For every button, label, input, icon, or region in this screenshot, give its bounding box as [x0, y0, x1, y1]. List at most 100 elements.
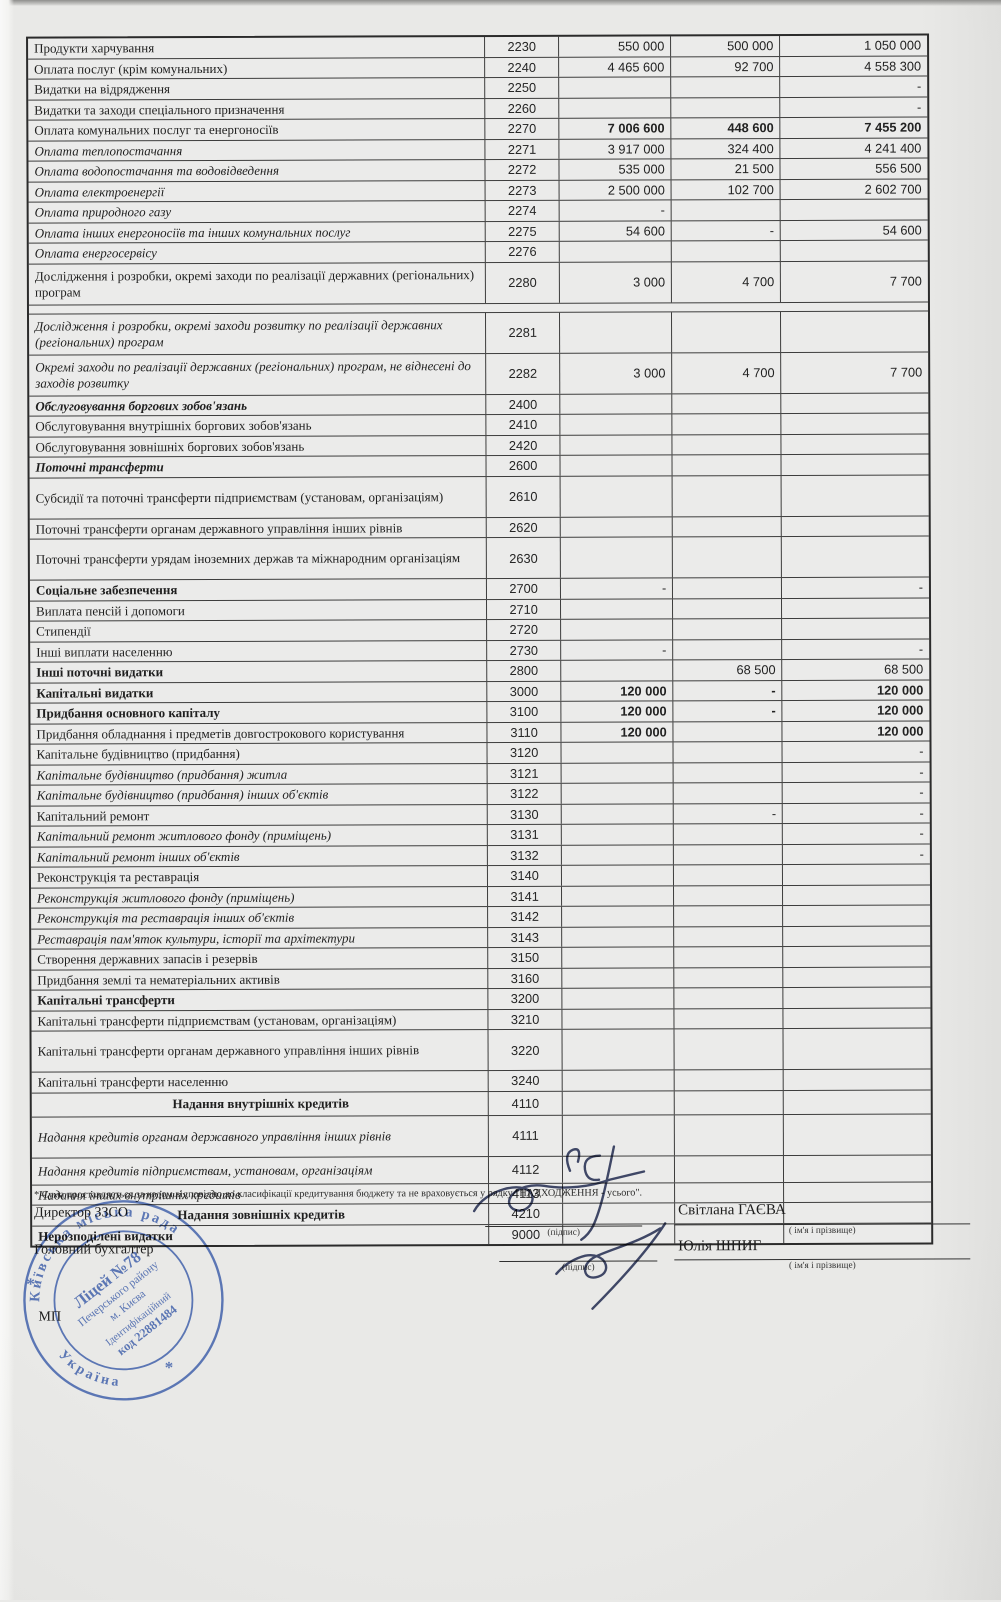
row-amount-total: 7 700	[890, 364, 923, 380]
row-amount-fund1: -	[561, 639, 674, 660]
row-amount-fund1: 120 000	[561, 680, 674, 701]
row-code: 2275	[485, 221, 560, 242]
row-amount-fund2	[673, 537, 783, 578]
row-amount-total: -	[918, 641, 924, 657]
row-code: 2274	[485, 200, 560, 221]
row-amount-total: -	[919, 846, 924, 862]
row-amount-fund1	[561, 537, 674, 578]
row-name: Капітальне будівництво (придбання)	[30, 743, 488, 765]
row-name: Поточні трансферти урядам іноземних держ…	[29, 538, 487, 580]
row-amount-total: -	[919, 743, 924, 759]
row-code: 2600	[486, 455, 561, 476]
row-amount-fund2: 4 700	[672, 261, 782, 302]
row-amount-fund1: 120 000	[561, 721, 674, 742]
row-name: Продукти харчування	[28, 37, 486, 59]
row-name: Оплата електроенергії	[28, 180, 486, 202]
row-amount-fund2	[672, 393, 782, 414]
row-code: 2280	[485, 262, 561, 303]
row-amount-fund1	[562, 844, 675, 865]
row-name: Капітальний ремонт	[30, 804, 488, 826]
row-code: 3150	[488, 947, 563, 968]
row-amount-total: -	[916, 99, 922, 115]
row-code: 2276	[485, 241, 561, 262]
row-name: Реконструкція та реставрація інших об'єк…	[31, 907, 489, 929]
row-name: Оплата природного газу	[28, 201, 486, 223]
row-amount-total: 4 241 400	[864, 140, 922, 156]
row-amount-fund1	[561, 762, 674, 783]
row-amount-total: -	[919, 784, 924, 800]
row-amount-fund1	[562, 906, 675, 927]
row-amount-fund2	[673, 619, 783, 639]
row-amount-fund1: 54 600	[559, 220, 672, 241]
row-code: 3143	[488, 927, 563, 948]
row-amount-fund2	[673, 639, 783, 660]
row-name: Капітальні видатки	[30, 681, 488, 703]
table-row: Надання внутрішніх кредитів 4110	[31, 1089, 931, 1118]
row-amount-fund2	[674, 988, 784, 1008]
row-name: Оплата комунальних послуг та енергоносії…	[28, 119, 486, 141]
row-name: Надання кредитів підприємствам, установа…	[31, 1156, 490, 1185]
row-amount-fund2: 102 700	[671, 179, 781, 200]
row-amount-fund1: 535 000	[559, 159, 672, 180]
row-amount-fund2	[674, 865, 784, 885]
row-name: Поточні трансферти	[29, 456, 487, 478]
row-name: Обслуговування боргових зобов'язань	[29, 394, 487, 416]
row-code: 2240	[485, 57, 560, 78]
paper-left-edge	[0, 0, 14, 1600]
row-amount-total: 2 602 700	[864, 181, 922, 197]
row-amount-fund1	[562, 947, 675, 968]
row-name: Капітальні трансферти населенню	[31, 1071, 489, 1093]
row-code: 2720	[487, 619, 562, 640]
row-amount-fund2	[673, 762, 783, 783]
row-code: 2270	[485, 118, 560, 139]
row-amount-fund2: 448 600	[671, 118, 781, 138]
row-amount-total: 7 455 200	[864, 119, 922, 135]
row-amount-fund2	[671, 241, 782, 261]
row-code: 3142	[488, 906, 563, 927]
row-code: 3240	[488, 1070, 563, 1091]
row-amount-total	[783, 885, 930, 905]
row-name: Придбання землі та нематеріальних активі…	[31, 968, 489, 990]
row-name: Інші виплати населенню	[30, 640, 488, 662]
row-amount-fund2	[674, 1070, 785, 1090]
row-amount-fund2: -	[673, 680, 783, 701]
row-code: 3200	[488, 988, 563, 1009]
row-name: Інші поточні видатки	[30, 661, 488, 683]
row-code: 2710	[487, 599, 562, 620]
row-amount-fund2	[673, 742, 783, 762]
row-amount-fund2	[672, 414, 782, 434]
row-amount-fund1	[559, 97, 672, 118]
row-amount-total: -	[918, 579, 923, 595]
row-amount-total	[782, 475, 929, 516]
table-row: Окремі заходи по реалізації державних (р…	[29, 352, 929, 397]
row-amount-fund1	[559, 77, 672, 98]
row-amount-fund1: -	[561, 578, 674, 599]
row-code: 2410	[486, 414, 561, 435]
row-amount-fund2: -	[673, 701, 783, 721]
row-name: Субсидії та поточні трансферти підприємс…	[29, 476, 487, 519]
row-code: 2230	[485, 36, 560, 57]
row-amount-total	[782, 455, 929, 475]
row-amount-total: 120 000	[877, 682, 924, 698]
row-code: 2400	[486, 394, 561, 415]
row-amount-fund1: 120 000	[561, 701, 674, 722]
stamp-star-right: *	[165, 1358, 174, 1377]
row-name: Обслуговування внутрішніх боргових зобов…	[29, 415, 487, 437]
row-amount-fund1	[561, 803, 675, 824]
row-amount-fund2	[673, 598, 783, 619]
row-amount-total	[782, 434, 929, 454]
row-amount-fund1	[562, 1070, 675, 1091]
row-amount-total: 1 050 000	[864, 37, 922, 53]
row-amount-total	[783, 865, 930, 885]
row-code: 2420	[486, 435, 561, 456]
row-code: 3122	[487, 783, 562, 804]
stamp-outer-ring	[23, 1200, 224, 1401]
row-amount-total	[781, 200, 928, 220]
row-name: Реконструкція та реставрація	[30, 866, 489, 888]
row-amount-fund2: 324 400	[671, 138, 781, 159]
row-amount-total	[782, 537, 929, 578]
row-name: Видатки та заходи спеціального призначен…	[28, 98, 486, 120]
table-row: Дослідження і розробки, окремі заходи ро…	[28, 311, 929, 356]
row-name: Дослідження і розробки, окремі заходи по…	[28, 262, 486, 305]
row-amount-total	[781, 311, 928, 352]
